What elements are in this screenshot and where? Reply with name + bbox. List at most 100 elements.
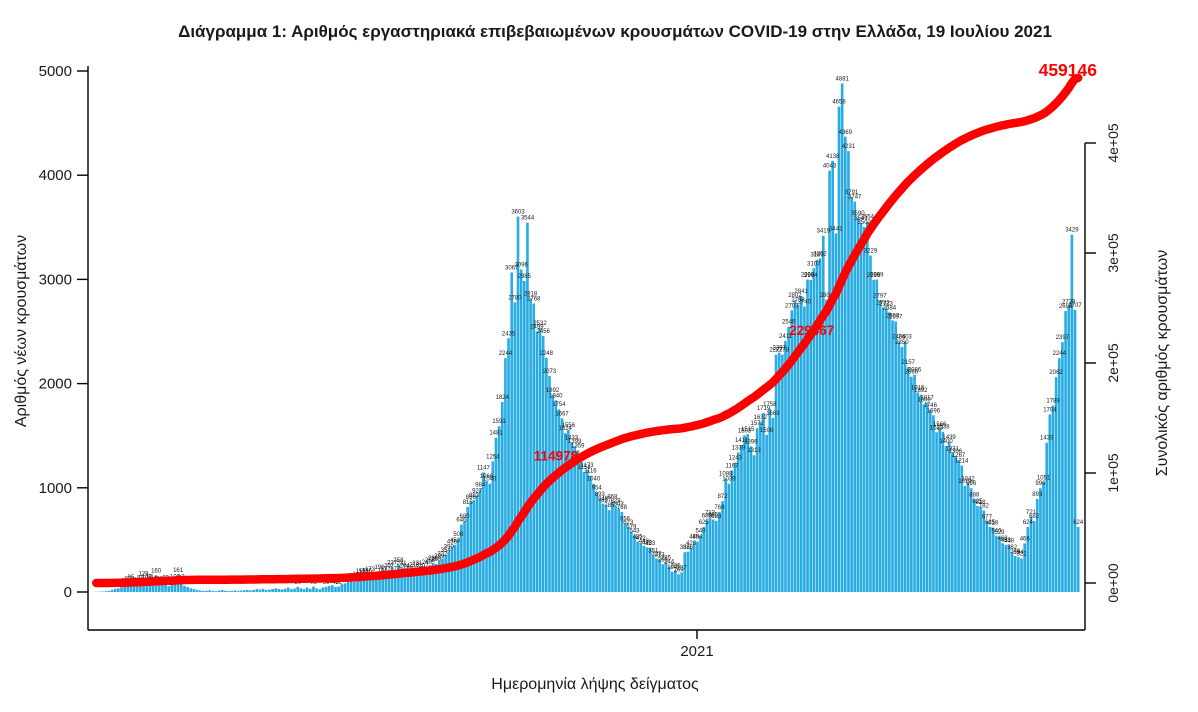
bar — [202, 590, 205, 592]
bar — [601, 503, 605, 592]
bar — [784, 340, 787, 592]
bar-value-label: 646 — [456, 518, 467, 524]
bar — [554, 400, 558, 592]
bar — [356, 578, 359, 592]
bar-value-label: 285 — [661, 555, 672, 561]
bar-value-label: 346 — [1010, 549, 1021, 555]
bar-value-label: 1754 — [552, 402, 566, 408]
bar-value-label: 1515 — [741, 427, 755, 433]
bar — [318, 589, 322, 592]
bar — [730, 470, 734, 592]
bar — [148, 581, 152, 592]
bar — [126, 583, 130, 592]
bar — [985, 521, 989, 592]
bar-value-label: 1632 — [754, 415, 768, 421]
bar — [872, 279, 875, 592]
bar-value-label: 2994 — [804, 273, 818, 279]
bar-value-label: 453 — [450, 538, 461, 544]
bar — [312, 586, 315, 592]
bar — [541, 336, 545, 592]
bar — [422, 570, 425, 592]
bar — [799, 295, 803, 592]
bar — [1076, 526, 1080, 592]
bar — [906, 367, 910, 592]
bar — [683, 552, 687, 592]
bar — [617, 508, 621, 592]
bar-value-label: 713 — [705, 511, 716, 517]
bar — [910, 376, 913, 592]
bar — [699, 535, 702, 592]
bar-value-label: 1167 — [726, 463, 740, 469]
bar — [793, 300, 797, 592]
bar — [856, 217, 860, 593]
bar — [189, 588, 193, 592]
bar-value-label: 237 — [387, 560, 398, 566]
bar-value-label: 954 — [592, 486, 603, 492]
bar — [1032, 520, 1036, 592]
bar — [308, 588, 312, 592]
bar-value-label: 1339 — [732, 446, 746, 452]
bar — [1054, 377, 1058, 592]
bar-value-label: 204 — [400, 564, 411, 570]
bar-value-label: 1331 — [946, 446, 960, 452]
bar — [161, 584, 164, 592]
bar-value-label: 313 — [655, 552, 666, 558]
bar — [1017, 557, 1020, 592]
bar-value-label: 529 — [994, 530, 1005, 536]
bar-value-label: 540 — [991, 529, 1002, 535]
bar — [607, 510, 611, 592]
bar-value-label: 1267 — [952, 453, 966, 459]
bar — [925, 402, 929, 592]
bar — [293, 588, 296, 592]
bar-value-label: 169 — [673, 567, 684, 573]
bar-value-label: 129 — [138, 572, 149, 578]
bar — [353, 581, 356, 592]
bar-value-label: 4369 — [839, 130, 853, 136]
bar-value-label: 785 — [604, 503, 615, 509]
bar — [139, 582, 142, 592]
bar-value-label: 4138 — [826, 154, 840, 160]
bar-value-label: 837 — [601, 498, 612, 504]
bar-value-label: 386 — [683, 545, 694, 551]
bar-value-label: 48 — [332, 580, 339, 586]
bar — [271, 589, 274, 592]
bar — [110, 589, 114, 592]
bar — [777, 352, 781, 592]
bar-value-label: 443 — [639, 539, 650, 545]
bar-value-label: 848 — [598, 497, 609, 503]
bar-value-label: 695 — [708, 513, 719, 519]
bar — [286, 587, 290, 592]
bar — [230, 590, 233, 592]
bar — [825, 299, 828, 592]
bar-value-label: 155 — [356, 569, 367, 575]
bar — [903, 341, 907, 592]
bar — [1023, 543, 1026, 592]
bar-value-label: 815 — [463, 500, 474, 506]
bar-value-label: 3067 — [505, 265, 519, 271]
bar — [998, 536, 1001, 592]
bar — [1042, 482, 1045, 592]
bar-value-label: 190 — [403, 565, 414, 571]
bar-value-label: 1306 — [949, 449, 963, 455]
bar-value-label: 2597 — [889, 314, 903, 320]
bar-value-label: 2841 — [795, 289, 809, 295]
bar-value-label: 2278 — [776, 348, 790, 354]
cumulative-line — [92, 73, 1083, 588]
bar — [718, 511, 721, 592]
bar — [897, 341, 901, 592]
bar-value-label: 1254 — [486, 454, 500, 460]
bar-value-label: 1840 — [549, 393, 563, 399]
bar-value-label: 1243 — [729, 456, 743, 462]
bar — [771, 418, 775, 592]
bar — [736, 452, 740, 592]
bar-value-label: 3229 — [864, 249, 878, 255]
bar — [227, 591, 230, 592]
bar — [428, 565, 432, 592]
bar — [305, 587, 309, 592]
bar-value-label: 2998 — [801, 273, 815, 279]
bar — [179, 581, 183, 592]
bar-value-label: 1538 — [936, 425, 950, 431]
bar-value-label: 677 — [982, 515, 993, 521]
bar — [928, 410, 932, 592]
x-tick-label: 2021 — [680, 643, 713, 660]
